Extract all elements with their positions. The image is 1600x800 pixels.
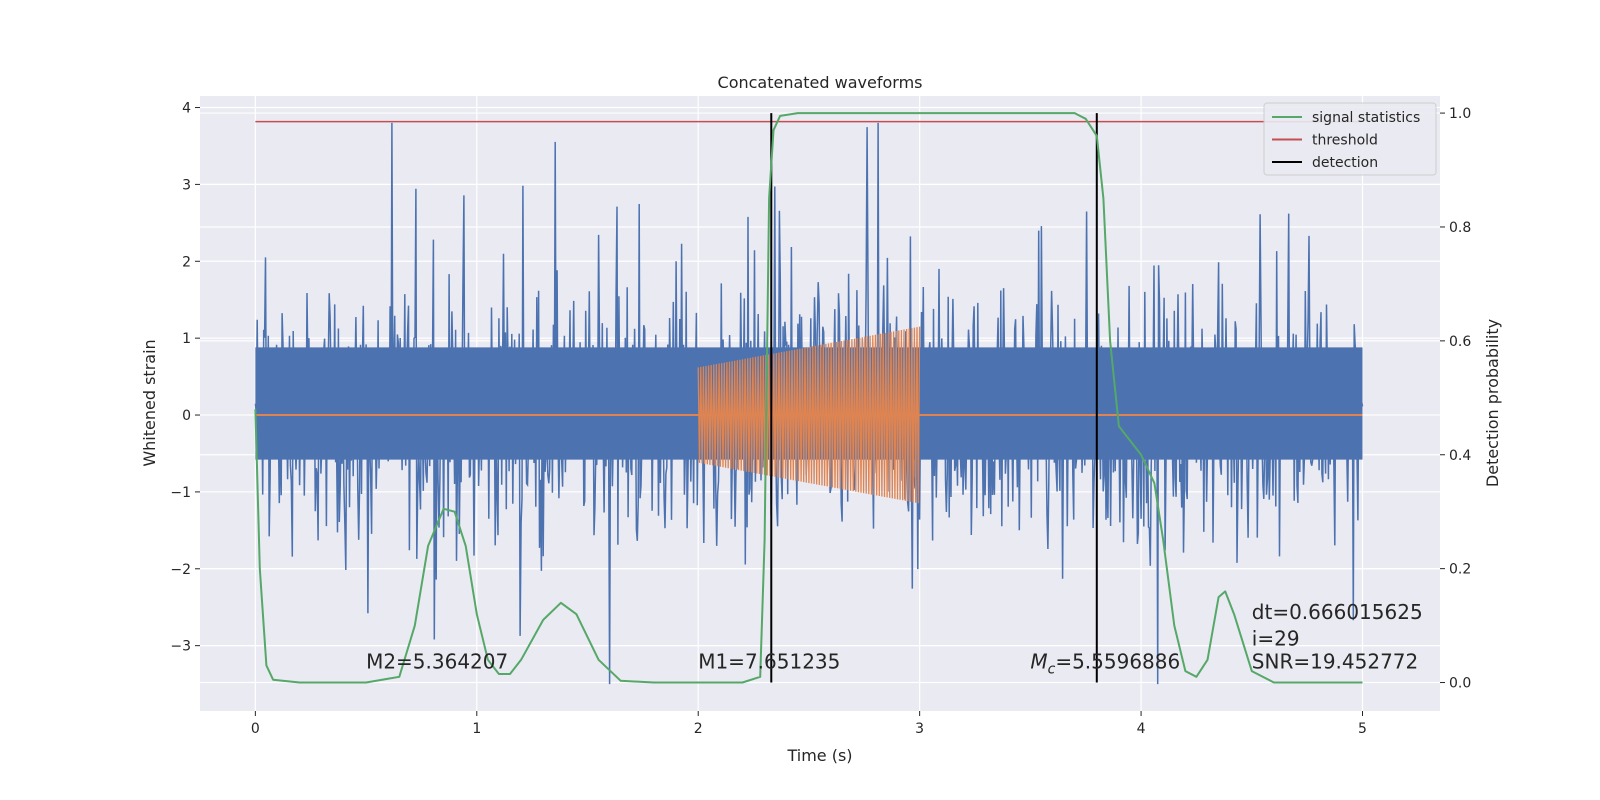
- y-right-tick-label: 0.2: [1449, 562, 1471, 578]
- y-tick-label: −1: [170, 485, 191, 501]
- y-tick-label: 3: [182, 177, 191, 193]
- y-tick-label: 1: [182, 331, 191, 347]
- annotation: dt=0.666015625: [1252, 600, 1423, 624]
- y-axis-label: Whitened strain: [140, 339, 159, 466]
- x-tick-label: 4: [1137, 721, 1146, 737]
- annotation-symbol: M: [1030, 650, 1047, 674]
- plot-content: [254, 112, 1364, 685]
- x-tick-label: 0: [251, 721, 260, 737]
- x-tick-label: 1: [472, 721, 481, 737]
- x-tick-label: 3: [915, 721, 924, 737]
- annotation: i=29: [1252, 627, 1300, 651]
- signal-series: [697, 326, 921, 504]
- chart-title: Concatenated waveforms: [718, 73, 923, 92]
- y-right-tick-label: 0.6: [1449, 334, 1471, 350]
- y-right-tick-label: 0.8: [1449, 220, 1471, 236]
- x-axis-label: Time (s): [786, 746, 852, 765]
- y-tick-label: 4: [182, 101, 191, 117]
- annotation-value: =5.5596886: [1055, 650, 1180, 674]
- y-right-tick-label: 1.0: [1449, 106, 1471, 122]
- legend: signal statistics threshold detection: [1263, 102, 1437, 176]
- tick-labels: 0 1 2 3 4 5 −3 −2 −1 0 1 2 3 4 0.0 0.2 0.4 0.6 0.8 1.0: [170, 101, 1471, 737]
- annotation-subscript: c: [1048, 662, 1056, 678]
- annotation: Mc=5.5596886: [1030, 650, 1180, 678]
- annotation: M1=7.651235: [698, 650, 840, 674]
- y-tick-label: −3: [170, 639, 191, 655]
- y-axis-right-label: Detection probability: [1483, 319, 1502, 487]
- y-tick-label: −2: [170, 562, 191, 578]
- annotations: M2=5.364207 M1=7.651235 Mc=5.5596886 dt=0.6…: [366, 600, 1423, 678]
- legend-label: signal statistics: [1312, 110, 1420, 126]
- statistics-line: [254, 112, 1363, 684]
- annotation: M2=5.364207: [366, 650, 508, 674]
- y-right-tick-label: 0.0: [1449, 676, 1471, 692]
- y-right-tick-label: 0.4: [1449, 448, 1471, 464]
- y-tick-label: 0: [182, 408, 191, 424]
- legend-label: threshold: [1312, 133, 1378, 149]
- legend-label: detection: [1312, 155, 1378, 171]
- legend-box: [1263, 102, 1437, 176]
- x-tick-label: 5: [1358, 721, 1367, 737]
- x-tick-label: 2: [694, 721, 703, 737]
- annotation: SNR=19.452772: [1252, 650, 1418, 674]
- y-tick-label: 2: [182, 254, 191, 270]
